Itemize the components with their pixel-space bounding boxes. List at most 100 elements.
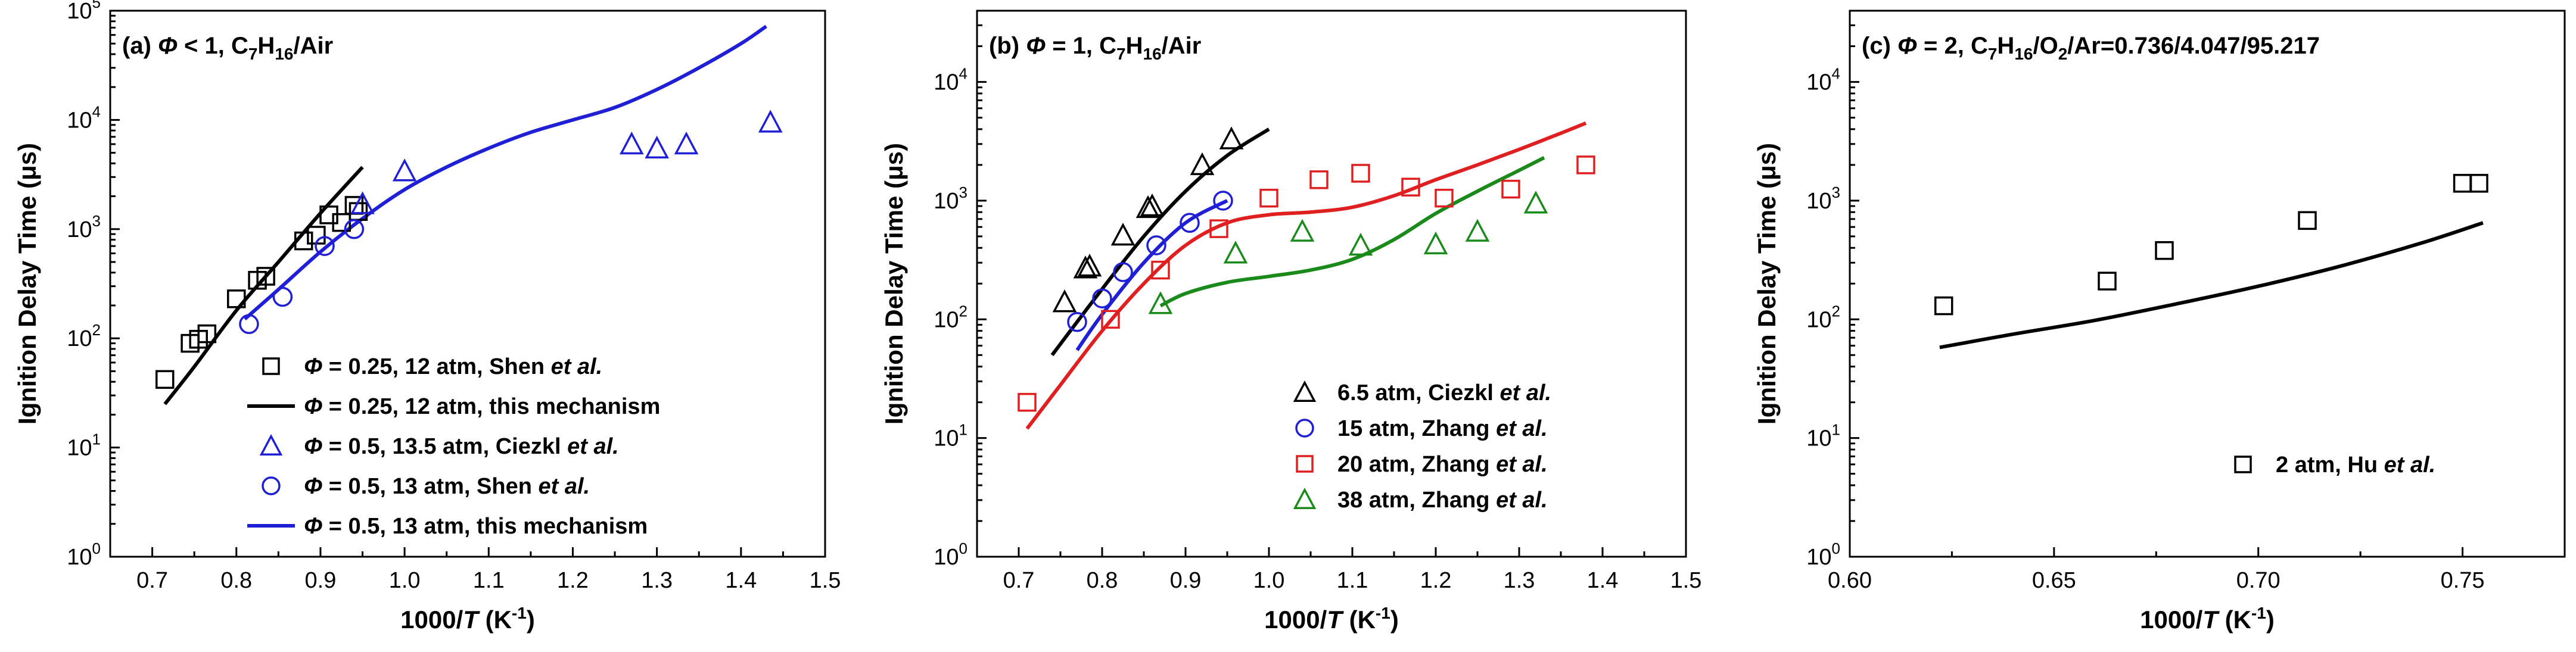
y-tick-label: 101 <box>67 430 101 461</box>
x-tick-label: 0.65 <box>2032 568 2076 593</box>
x-axis-title: 1000/T (K-1) <box>2140 604 2275 634</box>
data-point <box>2298 211 2317 230</box>
mechanism-line <box>1050 127 1270 357</box>
panel-title: (b) Φ = 1, C7H16/Air <box>989 33 1201 63</box>
data-point <box>2469 174 2488 193</box>
y-tick-label: 103 <box>934 183 967 214</box>
data-point <box>1135 195 1161 219</box>
data-point <box>256 267 275 286</box>
y-tick-label: 103 <box>1806 183 1840 214</box>
x-tick-label: 1.2 <box>557 568 589 593</box>
data-point <box>1052 289 1077 313</box>
y-tick-label: 100 <box>67 539 101 570</box>
plot-area <box>155 24 783 405</box>
data-point <box>1148 291 1173 314</box>
data-point <box>1190 152 1215 176</box>
panel-c: 0.60 0.65 0.70 0.75 100 101 102 103 104 1000/T (K… <box>1753 10 2566 634</box>
data-point <box>1018 392 1037 412</box>
data-point <box>1092 288 1112 308</box>
legend-symbol <box>1296 455 1314 473</box>
x-tick-label: 1.5 <box>810 568 841 593</box>
legend-entry: Φ = 0.5, 13 atm, this mechanism <box>304 514 648 539</box>
mechanism-line <box>1159 156 1545 308</box>
plot-frame <box>976 10 1687 558</box>
y-tick-label: 104 <box>1806 65 1840 95</box>
x-tick-label: 1.0 <box>1253 568 1285 593</box>
data-point <box>1077 254 1102 277</box>
data-point <box>674 131 699 155</box>
x-tick-label: 0.8 <box>1087 568 1118 593</box>
data-point <box>758 110 783 133</box>
legend-symbol <box>1295 419 1314 438</box>
data-point <box>1213 191 1233 211</box>
data-point <box>294 231 313 251</box>
legend-symbol <box>259 433 283 456</box>
data-point <box>197 324 217 344</box>
legend-symbol <box>1293 380 1317 403</box>
legend-symbol <box>1293 487 1317 510</box>
data-point <box>1209 219 1228 238</box>
legend-entry: Φ = 0.5, 13 atm, Shen et al. <box>304 474 590 499</box>
data-point <box>2155 241 2174 260</box>
data-point <box>1219 126 1244 149</box>
x-tick-label: 0.60 <box>1828 568 1872 593</box>
legend-symbol <box>262 476 281 495</box>
x-tick-label: 0.7 <box>1003 568 1035 593</box>
mechanism-line <box>243 24 767 321</box>
data-point <box>1576 155 1595 174</box>
y-tick-label: 103 <box>67 212 101 242</box>
data-point <box>1146 235 1166 255</box>
data-point <box>1101 310 1120 329</box>
x-tick-label: 1.2 <box>1420 568 1452 593</box>
data-point <box>350 191 375 214</box>
data-point <box>645 135 669 159</box>
data-point <box>1435 188 1454 208</box>
legend-entry: Φ = 0.25, 12 atm, this mechanism <box>304 394 660 419</box>
data-point <box>1110 223 1135 246</box>
x-axis-title: 1000/T (K-1) <box>400 604 535 634</box>
y-tick-label: 105 <box>67 0 101 24</box>
data-point <box>1465 219 1490 242</box>
data-point <box>1309 170 1329 189</box>
data-point <box>1523 191 1548 214</box>
legend-entry: Φ = 0.25, 12 atm, Shen et al. <box>304 354 602 379</box>
data-point <box>1140 193 1165 217</box>
data-point <box>239 314 259 335</box>
y-tick-label: 104 <box>934 65 967 95</box>
data-point <box>2453 174 2472 193</box>
legend-symbol <box>262 357 280 375</box>
data-point <box>1073 255 1098 279</box>
data-point <box>1067 311 1087 332</box>
data-point <box>619 131 644 155</box>
data-point <box>1180 213 1200 233</box>
data-point <box>272 286 293 307</box>
y-tick-label: 104 <box>67 102 101 133</box>
legend-entry: 38 atm, Zhang et al. <box>1337 488 1548 513</box>
y-axis-title: Ignition Delay Time (μs) <box>1753 143 1781 425</box>
data-point <box>1401 177 1420 196</box>
legend-entry: Φ = 0.5, 13.5 atm, Ciezkl et al. <box>304 434 619 459</box>
data-point <box>1423 231 1448 255</box>
data-point <box>1351 164 1370 183</box>
x-tick-label: 0.70 <box>2236 568 2281 593</box>
data-point <box>1113 262 1133 282</box>
plot-area <box>1018 121 1595 430</box>
data-point <box>1223 241 1248 264</box>
legend-symbol <box>2234 456 2252 473</box>
y-tick-label: 101 <box>1806 421 1840 451</box>
y-axis-title: Ignition Delay Time (μs) <box>880 143 908 425</box>
legend-entry: 2 atm, Hu et al. <box>2276 453 2435 478</box>
panel-b: 0.7 0.8 0.9 1.0 1.1 1.2 1.3 1.4 1.5 100 101 102 103 1… <box>880 10 1701 634</box>
x-axis-title: 1000/T (K-1) <box>1264 604 1399 634</box>
data-point <box>227 289 246 308</box>
plot-frame <box>1849 10 2566 558</box>
x-tick-label: 1.0 <box>389 568 421 593</box>
y-tick-label: 100 <box>1806 539 1840 570</box>
panel-title: (a) Φ < 1, C7H16/Air <box>122 33 333 63</box>
data-point <box>1259 188 1278 208</box>
x-tick-label: 1.3 <box>641 568 673 593</box>
legend-entry: 6.5 atm, Ciezkl et al. <box>1337 380 1551 405</box>
y-tick-label: 102 <box>1806 302 1840 332</box>
data-point <box>1151 260 1170 280</box>
